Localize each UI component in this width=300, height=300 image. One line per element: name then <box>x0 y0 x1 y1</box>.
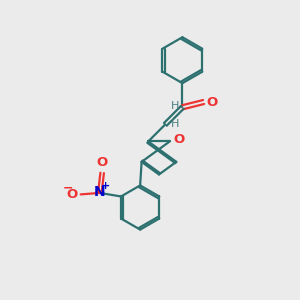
Text: H: H <box>170 101 179 111</box>
Text: O: O <box>66 188 77 201</box>
Text: O: O <box>206 95 217 109</box>
Text: N: N <box>94 185 106 199</box>
Text: +: + <box>100 182 110 191</box>
Text: O: O <box>173 134 185 146</box>
Text: H: H <box>171 119 179 129</box>
Text: O: O <box>97 156 108 170</box>
Text: −: − <box>63 182 74 194</box>
